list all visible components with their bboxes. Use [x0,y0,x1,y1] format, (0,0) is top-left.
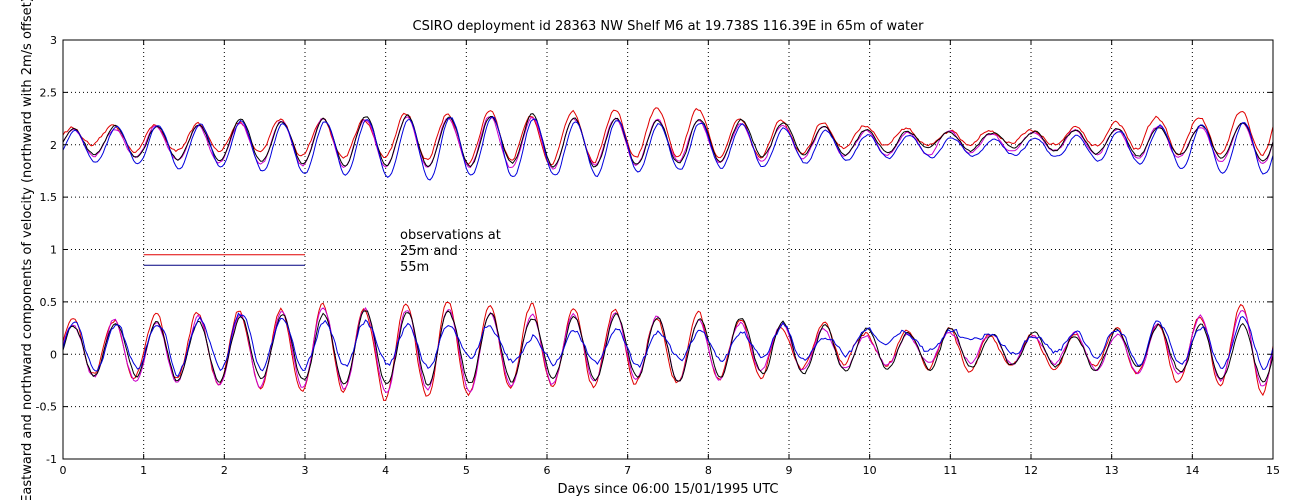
series-line [62,116,1274,181]
annotation-line-1: observations at [400,228,501,243]
x-tick-label: 14 [1185,464,1199,477]
x-tick-label: 2 [221,464,228,477]
x-tick-label: 3 [302,464,309,477]
y-tick-label: 2.5 [40,86,58,99]
x-tick-label: 15 [1266,464,1280,477]
y-tick-label: 2 [50,139,57,152]
y-tick-label: 1.5 [40,191,58,204]
series-line [62,301,1274,401]
x-tick-label: 7 [624,464,631,477]
x-tick-label: 10 [863,464,877,477]
x-tick-label: 13 [1105,464,1119,477]
x-tick-label: 1 [140,464,147,477]
x-tick-label: 9 [786,464,793,477]
y-tick-label: 1 [50,244,57,257]
y-tick-label: 0.5 [40,296,58,309]
x-tick-label: 6 [544,464,551,477]
chart-title: CSIRO deployment id 28363 NW Shelf M6 at… [413,19,925,34]
y-tick-label: 3 [50,34,57,47]
annotation-line-3: 55m [400,260,429,275]
grid [63,40,1273,459]
series-line [62,107,1274,166]
legend-lines [143,254,305,266]
y-axis-label: Eastward and northward components of vel… [20,0,35,500]
x-tick-label: 4 [382,464,389,477]
axis-ticks: 0 1 2 3 4 5 6 7 8 9 10 11 12 13 14 15-1-0.500.511.522.5… [36,34,1280,477]
series-line [62,312,1274,378]
x-tick-label: 5 [463,464,470,477]
annotation-line-2: 25m and [400,244,458,259]
x-tick-label: 0 [60,464,67,477]
y-tick-label: -0.5 [36,401,57,414]
y-tick-label: 0 [50,348,57,361]
series-group [62,107,1274,401]
x-tick-label: 12 [1024,464,1038,477]
x-tick-label: 11 [943,464,957,477]
series-line [62,310,1274,386]
x-tick-label: 8 [705,464,712,477]
y-tick-label: -1 [46,453,57,466]
x-axis-label: Days since 06:00 15/01/1995 UTC [558,482,779,497]
